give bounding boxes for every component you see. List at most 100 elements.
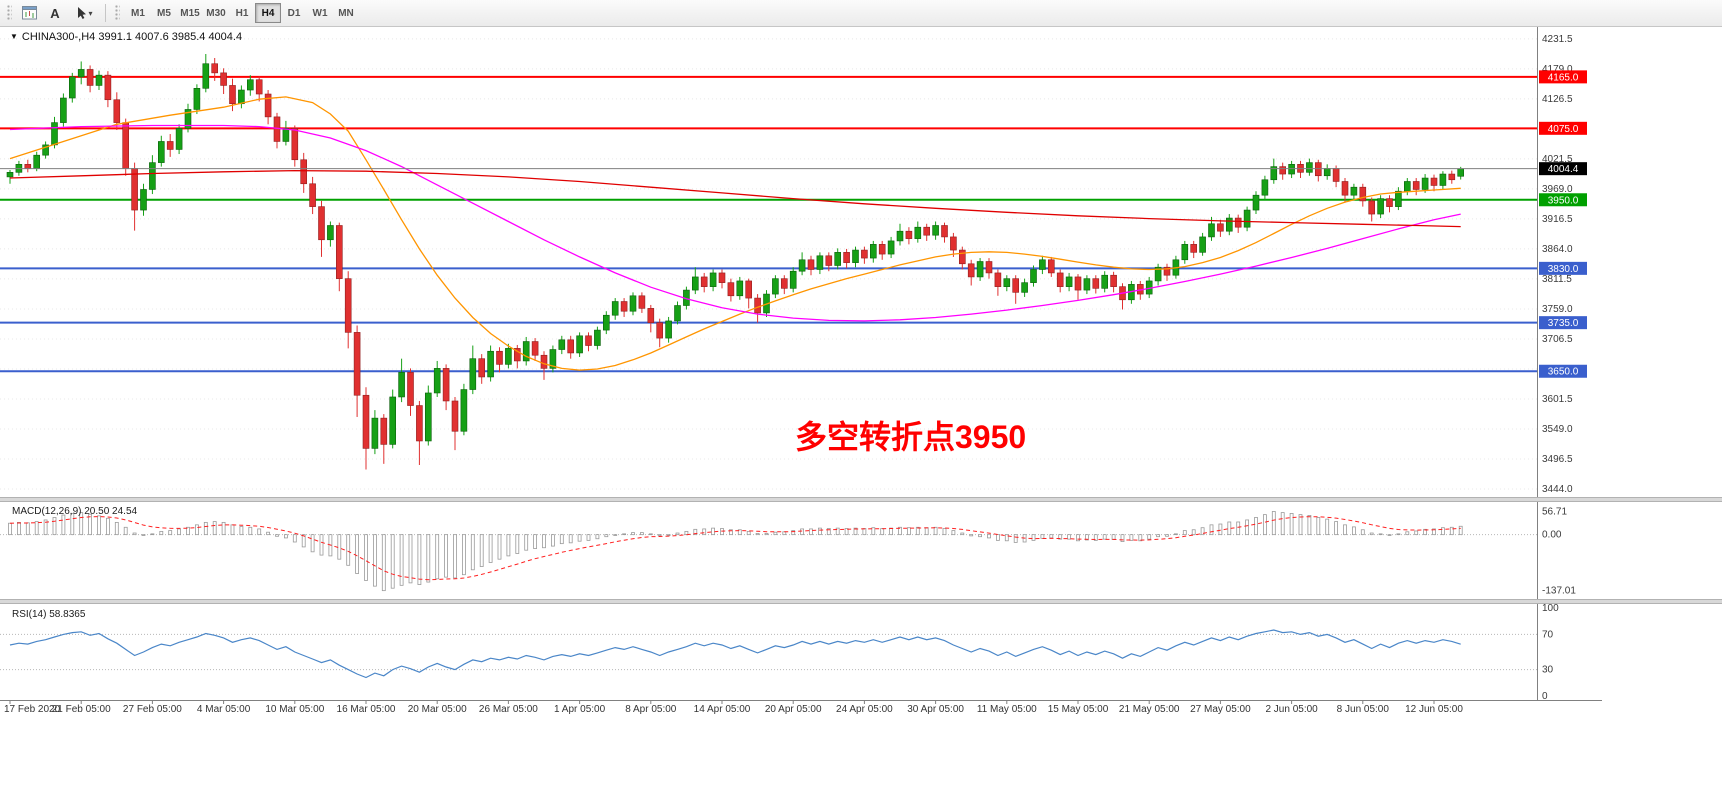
svg-text:4165.0: 4165.0	[1548, 72, 1579, 83]
macd-values: 20.50 24.54	[84, 506, 138, 517]
svg-text:4231.5: 4231.5	[1542, 34, 1573, 45]
time-label: 8 Apr 05:00	[625, 704, 677, 715]
symbol-ohlc-text: CHINA300-,H4 3991.1 4007.6 3985.4 4004.4	[21, 31, 243, 43]
time-label: 11 May 05:00	[976, 704, 1037, 715]
rsi-name: RSI(14)	[12, 609, 47, 620]
svg-text:3601.5: 3601.5	[1542, 394, 1573, 405]
time-label: 21 Feb 05:00	[51, 704, 111, 715]
candlestick-series	[6, 54, 1464, 470]
svg-text:3650.0: 3650.0	[1548, 367, 1579, 378]
timeframe-button-m30[interactable]: M30	[203, 3, 229, 23]
text-label-tool-button[interactable]: A	[43, 2, 67, 24]
time-label: 27 Feb 05:00	[122, 704, 182, 715]
time-label: 8 Jun 05:00	[1336, 704, 1389, 715]
time-label: 2 Jun 05:00	[1265, 704, 1318, 715]
timeframe-button-w1[interactable]: W1	[307, 3, 333, 23]
macd-name: MACD(12,26,9)	[12, 506, 82, 517]
timeframe-button-h1[interactable]: H1	[229, 3, 255, 23]
symbol-ohlc-label: ▼ CHINA300-,H4 3991.1 4007.6 3985.4 4004.…	[10, 31, 242, 43]
svg-text:70: 70	[1542, 629, 1554, 640]
svg-text:3759.0: 3759.0	[1542, 304, 1573, 315]
timeframe-group: M1 M5 M15 M30 H1 H4 D1 W1 MN	[125, 3, 359, 23]
time-label: 4 Mar 05:00	[196, 704, 251, 715]
svg-text:3864.0: 3864.0	[1542, 244, 1573, 255]
price-tag	[1539, 193, 1587, 207]
chart-window-icon	[21, 6, 37, 20]
symbol-marker-icon: ▼	[10, 32, 18, 41]
rsi-value: 58.8365	[49, 609, 86, 620]
macd-histogram	[8, 511, 1463, 592]
svg-text:3735.0: 3735.0	[1548, 318, 1579, 329]
price-tag	[1539, 364, 1587, 378]
svg-text:3916.5: 3916.5	[1542, 214, 1573, 225]
rsi-line	[9, 629, 1461, 679]
ma-slow-line	[9, 169, 1461, 228]
svg-text:4075.0: 4075.0	[1548, 124, 1579, 135]
panel-splitter-macd[interactable]	[0, 497, 1722, 502]
timeframe-button-m1[interactable]: M1	[125, 3, 151, 23]
svg-text:-137.01: -137.01	[1542, 586, 1576, 597]
svg-text:3706.5: 3706.5	[1542, 334, 1573, 345]
cursor-tool-button[interactable]: ▾	[69, 2, 99, 24]
time-label: 15 May 05:00	[1047, 704, 1109, 715]
rsi-label: RSI(14) 58.8365	[12, 609, 85, 620]
time-label: 30 Apr 05:00	[907, 704, 964, 715]
time-label: 17 Feb 2020	[4, 704, 61, 715]
chart-annotation-text: 多空转折点3950	[795, 419, 1027, 455]
svg-text:56.71: 56.71	[1542, 506, 1567, 517]
chart-window-button[interactable]	[17, 2, 41, 24]
time-label: 14 Apr 05:00	[693, 704, 751, 715]
svg-text:4126.5: 4126.5	[1542, 94, 1573, 105]
toolbar: A ▾ M1 M5 M15 M30 H1 H4 D1 W1 MN	[0, 0, 1722, 27]
svg-text:0.00: 0.00	[1542, 530, 1562, 541]
ma-mid-line	[9, 124, 1461, 322]
time-label: 12 Jun 05:00	[1405, 704, 1463, 715]
time-label: 20 Apr 05:00	[764, 704, 822, 715]
toolbar-grip[interactable]	[7, 5, 12, 21]
price-tag	[1539, 316, 1587, 330]
time-label: 21 May 05:00	[1118, 704, 1180, 715]
dropdown-arrow-icon: ▾	[88, 8, 93, 18]
svg-text:3830.0: 3830.0	[1548, 264, 1579, 275]
text-label-icon: A	[50, 5, 60, 21]
svg-text:30: 30	[1542, 665, 1554, 676]
timeframe-button-h4[interactable]: H4	[255, 3, 281, 23]
timeframe-button-d1[interactable]: D1	[281, 3, 307, 23]
price-tag	[1539, 261, 1587, 275]
price-tag	[1539, 70, 1587, 84]
svg-text:3969.0: 3969.0	[1542, 184, 1573, 195]
time-label: 26 Mar 05:00	[478, 704, 538, 715]
svg-text:100: 100	[1542, 603, 1559, 614]
svg-text:3549.0: 3549.0	[1542, 424, 1573, 435]
svg-text:0: 0	[1542, 691, 1548, 702]
time-label: 16 Mar 05:00	[336, 704, 396, 715]
panel-splitter-rsi[interactable]	[0, 599, 1722, 604]
price-tag	[1539, 162, 1587, 176]
time-label: 10 Mar 05:00	[265, 704, 325, 715]
time-axis[interactable]: 17 Feb 2020 21 Feb 05:00 27 Feb 05:00 4 Mar…	[0, 704, 1722, 718]
time-label: 27 May 05:00	[1190, 704, 1251, 715]
svg-text:4179.0: 4179.0	[1542, 64, 1573, 75]
horizontal-level-lines[interactable]	[0, 75, 1537, 373]
cursor-icon	[78, 7, 87, 19]
timeframe-button-m15[interactable]: M15	[177, 3, 203, 23]
svg-text:3950.0: 3950.0	[1548, 195, 1579, 206]
macd-label: MACD(12,26,9) 20.50 24.54	[12, 506, 137, 517]
price-tag	[1539, 121, 1587, 135]
time-label: 1 Apr 05:00	[554, 704, 606, 715]
svg-text:4021.5: 4021.5	[1542, 154, 1573, 165]
svg-text:3444.0: 3444.0	[1542, 484, 1573, 495]
time-label: 20 Mar 05:00	[407, 704, 467, 715]
time-label: 24 Apr 05:00	[836, 704, 893, 715]
svg-text:3496.5: 3496.5	[1542, 454, 1573, 465]
svg-text:4004.4: 4004.4	[1548, 164, 1579, 175]
timeframe-button-mn[interactable]: MN	[333, 3, 359, 23]
toolbar-separator	[105, 4, 106, 22]
macd-signal-line	[9, 516, 1461, 581]
timeframe-button-m5[interactable]: M5	[151, 3, 177, 23]
toolbar-grip-2[interactable]	[115, 5, 120, 21]
svg-text:3811.5: 3811.5	[1542, 274, 1572, 285]
ma-fast-line	[9, 96, 1461, 371]
